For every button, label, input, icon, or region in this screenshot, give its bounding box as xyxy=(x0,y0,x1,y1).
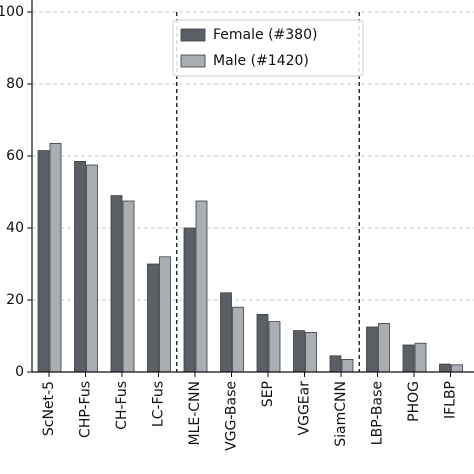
bar xyxy=(195,200,208,373)
legend-label: Female (#380) xyxy=(213,27,317,43)
bar xyxy=(49,142,62,373)
bar xyxy=(220,292,232,373)
legend-label: Male (#1420) xyxy=(213,53,309,69)
x-tick-label: VGGEar xyxy=(297,381,313,436)
legend: Female (#380) Male (#1420) xyxy=(172,19,364,77)
bar xyxy=(341,358,354,373)
bar xyxy=(122,200,135,373)
bar xyxy=(366,326,378,373)
x-tick-label: LC-Fus xyxy=(151,381,167,427)
x-tick-label: VGG-Base xyxy=(224,381,240,451)
x-tick-label: SiamCNN xyxy=(333,381,349,447)
legend-swatch xyxy=(180,54,206,68)
x-tick-label: CH-Fus xyxy=(114,381,130,430)
y-tick-label: 60 xyxy=(6,148,24,164)
y-tick-label: 20 xyxy=(6,292,24,308)
bar xyxy=(402,344,415,373)
x-tick-label: CHP-Fus xyxy=(78,381,94,438)
bar xyxy=(451,364,463,373)
bar xyxy=(268,321,281,373)
bar xyxy=(293,330,305,373)
bar xyxy=(414,342,427,373)
bar xyxy=(256,313,269,373)
x-tick-label: SEP xyxy=(260,381,276,407)
bar xyxy=(74,160,86,373)
x-tick-label: LBP-Base xyxy=(370,381,386,445)
x-tick-label: MLE-CNN xyxy=(187,381,203,446)
bar xyxy=(305,331,317,373)
x-tick-label: IFLBP xyxy=(443,381,459,419)
legend-box xyxy=(172,19,364,77)
y-tick-label: 80 xyxy=(6,76,24,92)
x-tick-label: ScNet-5 xyxy=(41,381,57,436)
bar xyxy=(159,256,171,373)
bar xyxy=(147,263,159,373)
x-tick-label: PHOG xyxy=(406,381,422,422)
bar xyxy=(86,164,98,373)
bar xyxy=(37,150,50,373)
y-tick-label: 0 xyxy=(15,364,24,380)
bar xyxy=(183,227,196,373)
legend-swatch xyxy=(180,28,206,42)
y-tick-label: 40 xyxy=(6,220,24,236)
bar xyxy=(378,322,390,373)
bar xyxy=(439,363,451,373)
bar xyxy=(329,355,342,373)
y-tick-label: 100 xyxy=(0,4,24,20)
bar xyxy=(110,195,123,373)
bar xyxy=(232,306,244,373)
